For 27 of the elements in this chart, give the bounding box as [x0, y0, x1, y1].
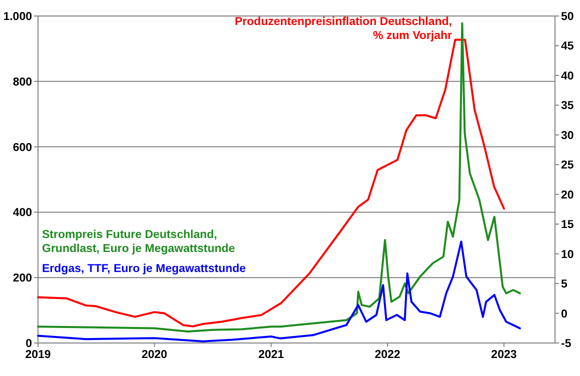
x-tick-label: 2023	[491, 349, 517, 361]
x-tick-label: 2021	[258, 349, 285, 361]
y2-tick-label: 5	[561, 278, 568, 291]
y2-tick-label: 15	[561, 219, 574, 232]
x-tick-label: 2020	[142, 349, 168, 361]
y2-tick-label: -5	[561, 338, 572, 350]
y-tick-label: 200	[12, 272, 32, 285]
x-tick-label: 2022	[374, 349, 400, 361]
y-tick-label: 0	[26, 338, 32, 350]
y2-tick-label: 50	[561, 11, 574, 23]
y2-tick-label: 25	[561, 160, 574, 172]
y2-tick-label: 35	[561, 100, 574, 112]
y2-tick-label: 45	[561, 40, 574, 53]
y-tick-label: 1.000	[3, 11, 32, 23]
text: Erdgas, TTF, Euro je Megawattstunde	[42, 263, 246, 275]
y2-tick-label: 0	[561, 308, 568, 320]
y-tick-label: 600	[12, 142, 32, 154]
y2-tick-label: 40	[561, 70, 574, 82]
series-label: Produzentenpreisinflation Deutschland, % zum Vorjahr	[234, 16, 453, 42]
y-tick-label: 800	[12, 76, 32, 88]
y2-tick-label: 30	[561, 130, 574, 142]
y2-tick-label: 10	[561, 248, 574, 261]
y2-tick-label: 20	[561, 189, 574, 202]
line-series	[37, 240, 521, 342]
text: Strompreis Future Deutschland, Grundlast, Euro je Megawattstunde	[42, 229, 235, 255]
y-tick-label: 400	[12, 207, 32, 220]
x-tick-label: 2019	[25, 349, 51, 361]
